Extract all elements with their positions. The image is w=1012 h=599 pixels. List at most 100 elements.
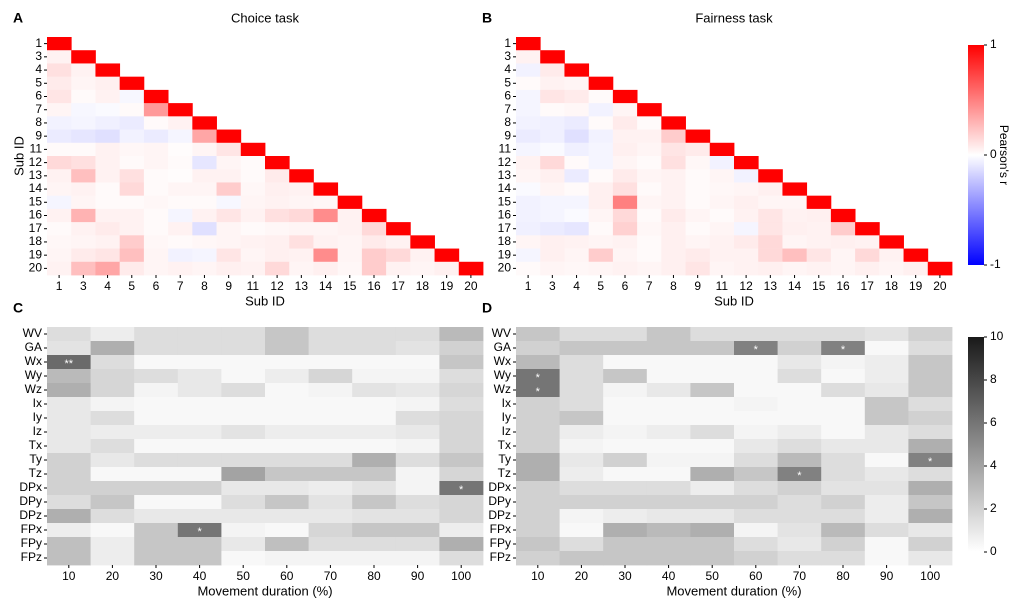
y-tick-label: Ty <box>29 452 42 466</box>
heatmap-cell <box>361 208 387 223</box>
heatmap-cell <box>134 551 179 566</box>
x-tick-label: 18 <box>416 279 430 293</box>
y-tick-label: FPz <box>490 550 511 564</box>
heatmap-cell <box>90 453 135 468</box>
heatmap-cell <box>439 467 484 482</box>
heatmap-cell <box>143 89 169 104</box>
heatmap-cell <box>777 453 822 468</box>
heatmap-cell <box>685 235 711 249</box>
heatmap-cell <box>71 103 96 117</box>
heatmap-cell <box>864 495 909 510</box>
heatmap-cell <box>439 495 484 510</box>
heatmap-cell <box>559 551 604 566</box>
heatmap-cell <box>637 156 662 170</box>
heatmap-cell <box>90 327 135 342</box>
heatmap-cell <box>516 103 541 117</box>
heatmap-cell <box>192 156 217 170</box>
heatmap-cell <box>221 425 266 440</box>
heatmap-cell <box>690 425 735 440</box>
heatmap-cell <box>352 439 397 454</box>
heatmap-cell <box>603 481 648 496</box>
y-tick-label: Tx <box>29 438 42 452</box>
heatmap-cell <box>439 383 484 398</box>
heatmap-cell <box>777 425 822 440</box>
x-axis-label: Sub ID <box>714 293 754 308</box>
heatmap-cell <box>864 467 909 482</box>
heatmap-cell <box>95 222 121 236</box>
y-tick-label: 3 <box>504 49 511 63</box>
y-tick-label: 12 <box>29 155 43 169</box>
heatmap-cell <box>758 208 783 223</box>
heatmap-cell <box>95 89 121 104</box>
heatmap-cell <box>516 208 541 223</box>
heatmap-cell <box>516 481 560 496</box>
heatmap-cell <box>864 327 909 342</box>
heatmap-cell <box>646 495 691 510</box>
heatmap-cell <box>168 195 193 210</box>
heatmap-cell <box>221 537 266 552</box>
heatmap-cell <box>119 195 145 210</box>
heatmap-cell <box>734 509 778 524</box>
heatmap-cell <box>308 341 353 356</box>
heatmap-cell <box>168 142 193 157</box>
heatmap-cell <box>564 76 590 91</box>
heatmap-cell <box>734 169 759 183</box>
heatmap-cell <box>777 397 822 412</box>
heatmap-cell <box>777 369 822 384</box>
heatmap-cell <box>337 208 363 223</box>
heatmap-cell <box>177 383 222 398</box>
heatmap-cell <box>588 169 614 183</box>
heatmap-cell <box>177 369 222 384</box>
x-tick-label: 80 <box>367 569 381 583</box>
heatmap-cell <box>352 369 397 384</box>
heatmap-cell <box>646 467 691 482</box>
heatmap-cell <box>47 411 91 426</box>
heatmap-cell <box>439 369 484 384</box>
x-tick-label: 14 <box>319 279 333 293</box>
heatmap-cell <box>758 222 783 236</box>
heatmap-cell <box>119 208 145 223</box>
x-tick-label: 20 <box>933 279 947 293</box>
heatmap-cell <box>646 355 691 370</box>
x-tick-label: 19 <box>909 279 923 293</box>
heatmap-cell <box>71 208 96 223</box>
colorbar-tick-label: -1 <box>990 257 1001 271</box>
heatmap-cell <box>612 169 638 183</box>
y-tick-label: 20 <box>498 261 512 275</box>
heatmap-cell <box>821 523 866 538</box>
x-tick-label: 13 <box>295 279 309 293</box>
y-tick-label: Wx <box>494 354 511 368</box>
heatmap-cell <box>134 397 179 412</box>
heatmap-cell <box>192 222 217 236</box>
heatmap-cell <box>352 523 397 538</box>
heatmap-cell <box>265 397 309 412</box>
heatmap-cell <box>879 261 904 276</box>
y-tick-label: DPx <box>488 480 511 494</box>
heatmap-cell <box>661 142 686 157</box>
y-tick-label: 20 <box>29 261 43 275</box>
heatmap-cell <box>95 182 121 197</box>
heatmap-cell <box>265 195 290 210</box>
heatmap-cell <box>240 248 266 263</box>
heatmap-cell <box>47 397 91 412</box>
heatmap-cell <box>352 537 397 552</box>
heatmap-cell <box>516 397 560 412</box>
heatmap-cell <box>221 467 266 482</box>
heatmap-cell <box>821 369 866 384</box>
heatmap-cell <box>216 129 242 144</box>
y-tick-label: 17 <box>498 221 512 235</box>
heatmap-cell <box>308 509 353 524</box>
heatmap-cell <box>690 383 735 398</box>
heatmap-cell <box>646 537 691 552</box>
heatmap-cell <box>661 208 686 223</box>
heatmap-cell <box>337 235 363 249</box>
heatmap-cell <box>119 116 145 130</box>
heatmap-cell <box>777 481 822 496</box>
heatmap-cell <box>559 341 604 356</box>
heatmap-cell <box>95 129 121 144</box>
heatmap-cell <box>192 195 217 210</box>
heatmap-cell <box>308 495 353 510</box>
heatmap-cell <box>119 169 145 183</box>
heatmap-cell <box>95 169 121 183</box>
heatmap-cell <box>734 523 778 538</box>
